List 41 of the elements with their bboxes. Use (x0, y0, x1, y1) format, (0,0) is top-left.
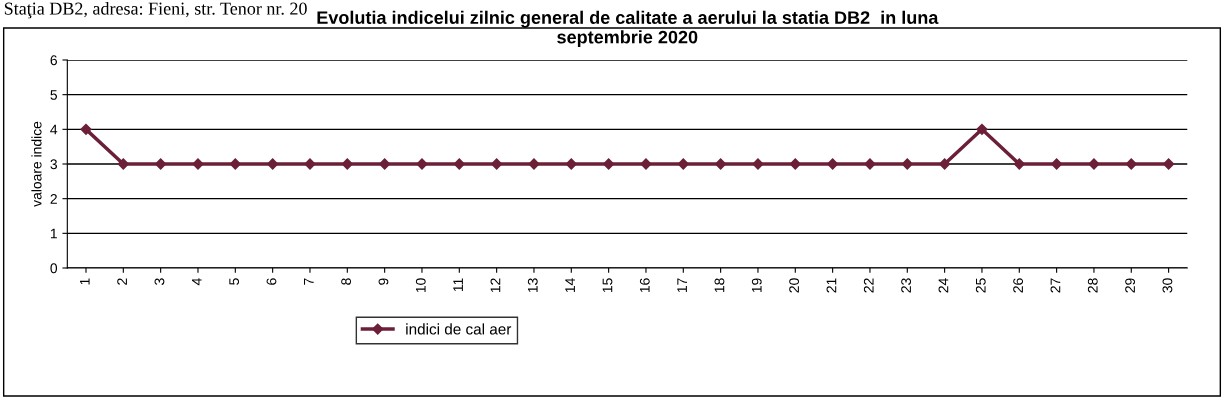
y-axis-title: valoare indice (31, 121, 42, 207)
x-tick-label: 9 (378, 278, 389, 285)
x-tick-label: 11 (453, 278, 463, 292)
chart-title: Evolutia indicelui zilnic general de calitate a aerului la statia DB2 in luna septembrie 2020 (317, 10, 939, 48)
x-tick-label: 19 (751, 278, 762, 293)
x-tick-label: 26 (1013, 278, 1024, 293)
x-tick-label: 4 (192, 278, 202, 286)
x-tick-label: 8 (341, 278, 352, 285)
x-tick-label: 5 (229, 278, 240, 285)
x-tick-label: 25 (975, 278, 986, 293)
text: Staţia DB2, adresa: Fieni, str. Tenor nr. 20 (4, 2, 307, 19)
x-tick-label: 15 (602, 278, 613, 293)
y-tick-label: 2 (50, 194, 57, 204)
x-tick-label: 10 (415, 278, 426, 293)
x-tick-label: 16 (639, 278, 650, 293)
y-tick-label: 3 (50, 159, 57, 170)
y-tick-label: 5 (50, 90, 58, 100)
x-tick-label: 20 (789, 278, 800, 293)
x-tick-label: 23 (901, 278, 912, 293)
y-tick-label: 0 (50, 263, 58, 274)
x-tick-label: 28 (1087, 278, 1098, 293)
x-tick-label: 24 (938, 278, 949, 293)
legend-label: indici de cal aer (406, 323, 512, 335)
x-tick-label: 30 (1162, 278, 1173, 293)
x-tick-label: 1 (80, 278, 90, 285)
x-tick-label: 7 (304, 278, 314, 285)
x-tick-label: 17 (677, 278, 687, 293)
x-tick-label: 18 (714, 278, 725, 293)
y-tick-label: 1 (50, 228, 57, 239)
y-tick-label: 6 (50, 55, 57, 66)
x-tick-label: 6 (266, 278, 277, 285)
x-tick-label: 12 (490, 278, 501, 293)
x-tick-label: 13 (527, 278, 538, 293)
x-tick-label: 27 (1050, 278, 1061, 293)
x-tick-label: 3 (154, 278, 165, 285)
y-tick-label: 4 (50, 124, 58, 135)
x-tick-label: 2 (117, 278, 127, 285)
x-tick-label: 29 (1125, 278, 1136, 293)
x-tick-label: 14 (565, 278, 575, 293)
x-tick-label: 21 (826, 278, 837, 293)
x-tick-label: 22 (863, 278, 874, 293)
